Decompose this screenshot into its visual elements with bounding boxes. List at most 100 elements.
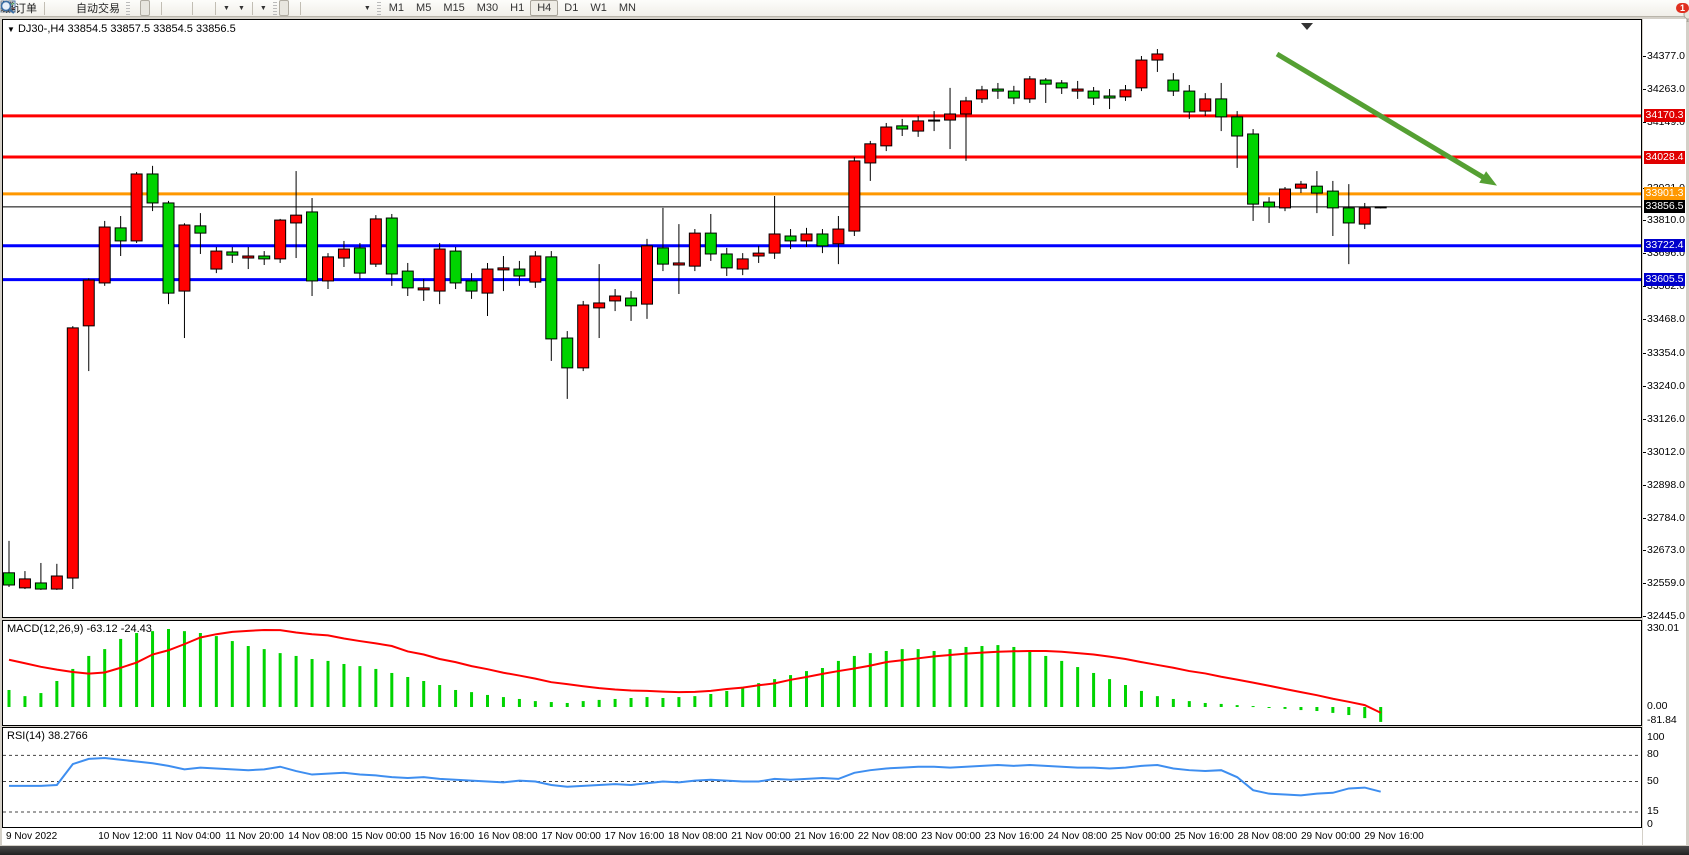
autotrading-button[interactable]: 自动交易 bbox=[1, 0, 124, 16]
price-tick: 32673.0 bbox=[1647, 543, 1685, 556]
macd-bar bbox=[23, 696, 27, 707]
macd-bar bbox=[1283, 707, 1287, 709]
macd-bar bbox=[486, 694, 489, 707]
macd-bar bbox=[1187, 701, 1191, 707]
macd-bar bbox=[1012, 646, 1016, 707]
timeframe-m30[interactable]: M30 bbox=[476, 2, 499, 14]
zoom-out-button[interactable] bbox=[1, 0, 181, 16]
price-tick: 33126.0 bbox=[1647, 412, 1685, 425]
time-tick-label: 9 Nov 2022 bbox=[6, 831, 58, 842]
trend-arrow[interactable] bbox=[1275, 51, 1490, 183]
candle bbox=[816, 229, 829, 254]
candle bbox=[1215, 82, 1228, 132]
macd-bar bbox=[757, 683, 761, 707]
macd-scale-label: 330.01 bbox=[1647, 622, 1680, 634]
candle bbox=[1151, 49, 1164, 72]
macd-bar bbox=[900, 649, 904, 707]
tile-horizontal-button[interactable] bbox=[0, 0, 212, 16]
crosshair-button[interactable] bbox=[1, 0, 297, 16]
text-label-button[interactable]: T bbox=[0, 0, 360, 16]
candle bbox=[449, 247, 462, 290]
macd-bar bbox=[964, 646, 968, 707]
rsi-panel[interactable]: RSI(14) 38.2766 bbox=[2, 727, 1642, 828]
candlestick-chart-button[interactable] bbox=[0, 0, 150, 16]
tick-mark bbox=[1643, 286, 1646, 288]
candle bbox=[98, 220, 111, 286]
timeframe-d1[interactable]: D1 bbox=[564, 2, 579, 14]
tile-windows-button[interactable] bbox=[1, 0, 189, 16]
macd-bar bbox=[1299, 707, 1303, 711]
trendline-button[interactable] bbox=[0, 0, 328, 16]
timeframe-m1[interactable]: M1 bbox=[388, 2, 405, 14]
macd-bar bbox=[597, 699, 601, 707]
timeframe-mn[interactable]: MN bbox=[618, 2, 636, 14]
candle bbox=[322, 253, 334, 290]
candle bbox=[912, 116, 925, 137]
macd-panel[interactable]: MACD(12,26,9) -63.12 -24.43 bbox=[2, 620, 1642, 726]
indicators-button[interactable]: ▼ bbox=[0, 0, 271, 16]
signal-button[interactable] bbox=[1, 0, 72, 16]
search-icon[interactable] bbox=[0, 0, 15, 14]
candle bbox=[210, 247, 223, 274]
macd-bar bbox=[1139, 690, 1143, 707]
macd-bar bbox=[805, 671, 808, 707]
candle bbox=[848, 157, 861, 236]
candle bbox=[1023, 76, 1036, 103]
cursor-button[interactable] bbox=[3, 0, 289, 16]
candle bbox=[242, 247, 255, 270]
macd-bar bbox=[1347, 707, 1351, 716]
rsi-scale-label: 100 bbox=[1647, 731, 1665, 743]
timeframe-m15[interactable]: M15 bbox=[443, 2, 465, 14]
tick-mark bbox=[1643, 253, 1646, 255]
fibonacci-button[interactable]: F bbox=[1, 0, 344, 16]
candle bbox=[944, 87, 957, 150]
candle bbox=[1358, 202, 1371, 230]
time-tick-label: 23 Nov 16:00 bbox=[984, 831, 1044, 842]
price-chart-panel[interactable]: ▼ DJ30-,H4 33854.5 33857.5 33854.5 33856… bbox=[2, 19, 1642, 618]
macd-bar bbox=[852, 655, 856, 707]
macd-bar bbox=[1251, 706, 1255, 708]
timeframe-w1[interactable]: W1 bbox=[590, 2, 607, 14]
bar-chart-button[interactable] bbox=[1, 0, 140, 16]
cascade-windows-button[interactable] bbox=[0, 0, 204, 16]
timeframe-h1[interactable]: H1 bbox=[510, 2, 525, 14]
equidistant-channel-button[interactable]: E bbox=[0, 0, 336, 16]
candle bbox=[529, 251, 542, 288]
shapes-button[interactable]: ▼ bbox=[3, 0, 375, 16]
tick-mark bbox=[1643, 484, 1646, 486]
line-chart-button[interactable] bbox=[0, 0, 158, 16]
gold-button[interactable] bbox=[1, 0, 56, 16]
macd-bar bbox=[916, 649, 920, 707]
price-tick: 32784.0 bbox=[1647, 511, 1685, 524]
horizontal-line-button[interactable] bbox=[1, 0, 320, 16]
macd-bar bbox=[1108, 679, 1112, 707]
text-button[interactable]: A bbox=[2, 0, 352, 16]
timeframe-h4[interactable]: H4 bbox=[530, 0, 559, 16]
price-axis[interactable]: 34377.034263.034149.033921.033810.033696… bbox=[1643, 19, 1686, 845]
macd-bar bbox=[151, 631, 155, 707]
candle bbox=[18, 571, 31, 590]
macd-bar bbox=[454, 689, 458, 707]
timeframe-m5[interactable]: M5 bbox=[416, 2, 432, 14]
price-chart-canvas[interactable] bbox=[3, 20, 1641, 617]
time-tick-label: 18 Nov 08:00 bbox=[667, 831, 728, 842]
candle bbox=[146, 165, 159, 212]
chart-title: ▼ DJ30-,H4 33854.5 33857.5 33854.5 33856… bbox=[7, 23, 236, 35]
candle bbox=[66, 326, 79, 590]
candle bbox=[401, 262, 414, 296]
history-button[interactable] bbox=[0, 0, 64, 16]
candle bbox=[226, 247, 239, 263]
chart-shift-marker[interactable] bbox=[1301, 23, 1313, 30]
time-tick-label: 10 Nov 12:00 bbox=[98, 831, 158, 842]
candle bbox=[290, 171, 303, 259]
macd-bar bbox=[470, 692, 474, 707]
period-button[interactable]: ▼ bbox=[1, 0, 249, 16]
vertical-line-button[interactable] bbox=[4, 0, 312, 16]
macd-bar bbox=[1124, 685, 1127, 707]
macd-bar bbox=[55, 681, 59, 707]
new-chart-button[interactable]: ▼ bbox=[0, 0, 234, 16]
candle bbox=[1103, 89, 1116, 110]
zoom-in-button[interactable] bbox=[1, 0, 173, 16]
time-axis[interactable]: 9 Nov 2022 10 Nov 12:00 11 Nov 04:00 11 Nov… bbox=[2, 828, 1642, 845]
candle bbox=[1039, 78, 1052, 103]
